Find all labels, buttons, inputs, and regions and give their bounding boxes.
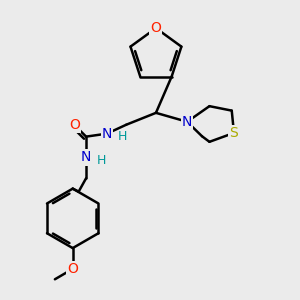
Text: N: N: [102, 127, 112, 141]
Text: N: N: [81, 150, 91, 164]
Text: O: O: [67, 262, 78, 276]
Text: H: H: [97, 154, 106, 167]
Text: O: O: [151, 21, 161, 35]
Text: S: S: [230, 126, 238, 140]
Text: N: N: [182, 115, 192, 129]
Text: H: H: [118, 130, 127, 143]
Text: O: O: [69, 118, 80, 132]
